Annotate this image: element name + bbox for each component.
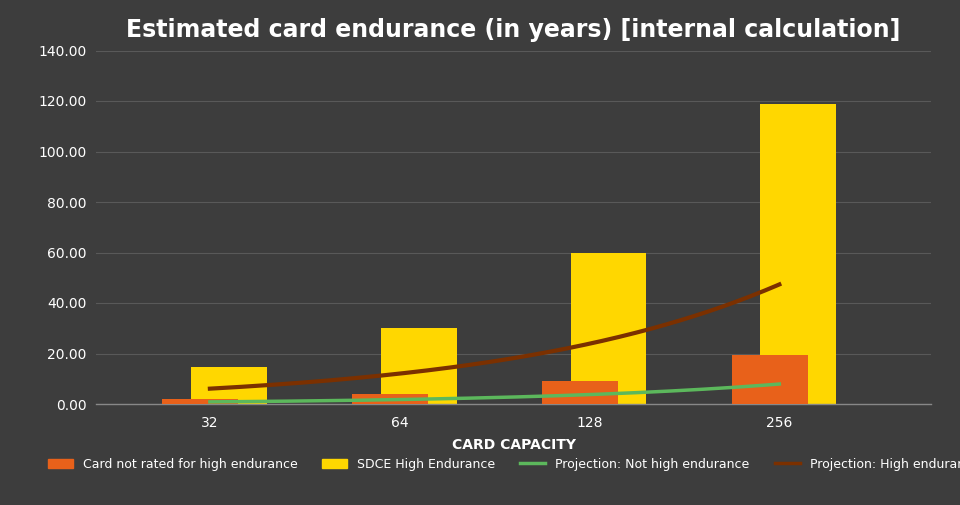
Legend: Card not rated for high endurance, SDCE High Endurance, Projection: Not high end: Card not rated for high endurance, SDCE … xyxy=(42,452,960,476)
Bar xyxy=(732,355,807,404)
Bar xyxy=(570,252,646,404)
Bar xyxy=(381,328,457,404)
Bar xyxy=(760,104,836,404)
Bar xyxy=(542,381,618,404)
Bar xyxy=(191,368,267,404)
Bar xyxy=(162,399,238,404)
Title: Estimated card endurance (in years) [internal calculation]: Estimated card endurance (in years) [int… xyxy=(127,18,900,41)
Bar xyxy=(352,394,428,404)
X-axis label: CARD CAPACITY: CARD CAPACITY xyxy=(451,438,576,452)
